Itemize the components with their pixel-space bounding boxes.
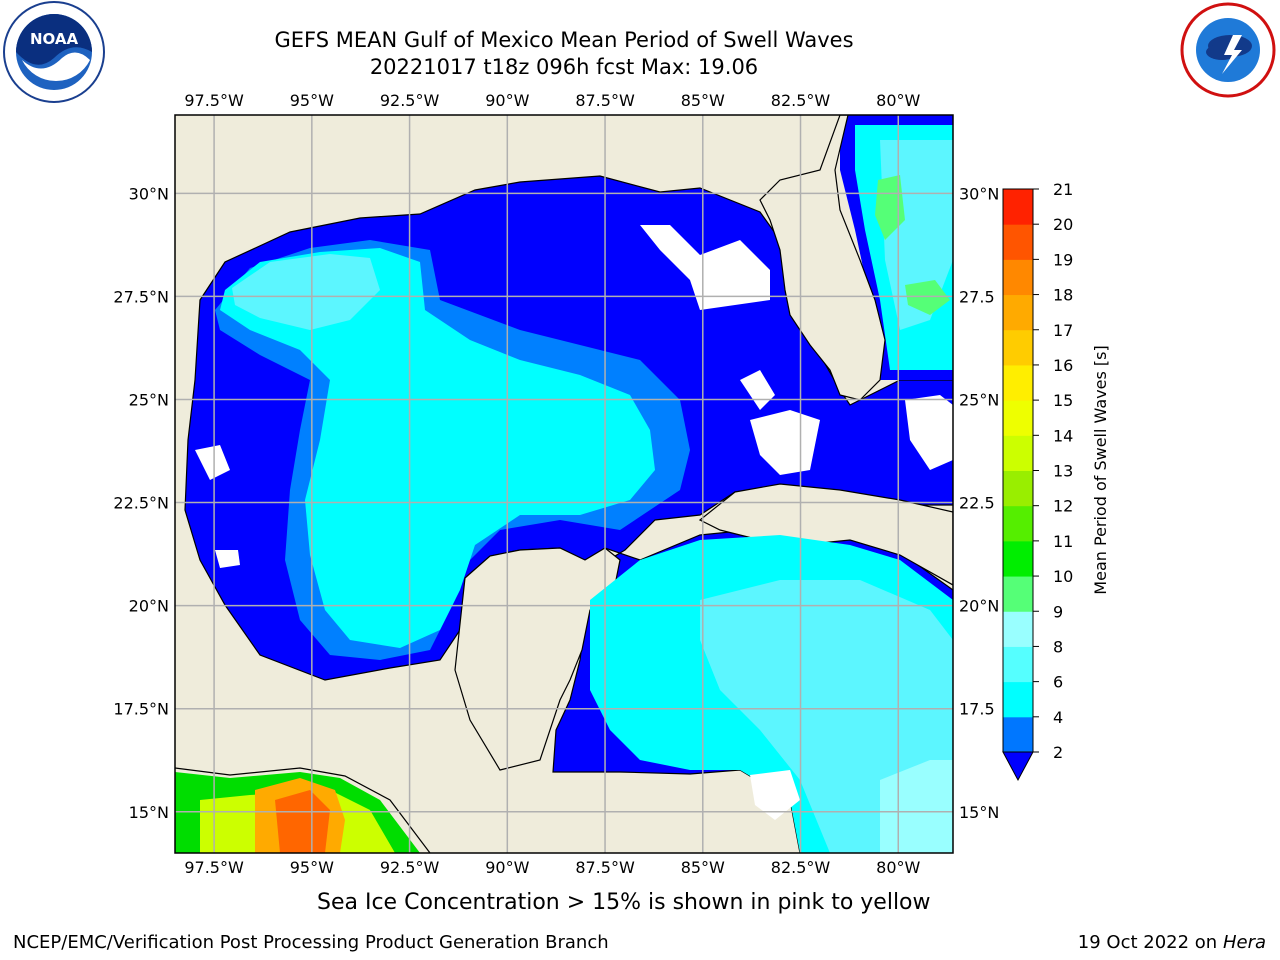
colorbar-tick-label: 11: [1053, 532, 1073, 551]
lon-tick-label-bottom: 90°W: [485, 858, 529, 877]
footer-date: 19 Oct 2022 on Hera: [1078, 932, 1266, 953]
colorbar-tick-label: 9: [1053, 602, 1063, 621]
colorbar-tick-label: 16: [1053, 356, 1073, 375]
colorbar-tick-label: 14: [1053, 426, 1073, 445]
colorbar-tick-label: 12: [1053, 497, 1073, 516]
colorbar-tick-label: 4: [1053, 708, 1063, 727]
noaa-logo: NOAA: [3, 1, 105, 103]
lat-tick-label-left: 30°N: [129, 184, 169, 203]
colorbar-segment: [1003, 400, 1033, 436]
lon-tick-label-top: 85°W: [681, 91, 725, 110]
lat-tick-label-left: 22.5°N: [113, 494, 169, 513]
colorbar-tick-label: 15: [1053, 391, 1073, 410]
lat-tick-label-left: 20°N: [129, 597, 169, 616]
colorbar-tick-label: 2: [1053, 743, 1063, 762]
lat-tick-label-left: 27.5°N: [113, 287, 169, 306]
nws-logo: [1180, 2, 1276, 98]
lat-tick-label-left: 25°N: [129, 390, 169, 409]
colorbar-segment: [1003, 435, 1033, 471]
gulf-water-core: [220, 248, 655, 648]
graticule: [175, 115, 953, 853]
lat-tick-label-right: 27.5: [959, 287, 995, 306]
colorbar-tick-label: 17: [1053, 321, 1073, 340]
missing-data-patch: [640, 225, 770, 310]
lon-tick-label-top: 95°W: [290, 91, 334, 110]
colorbar-tick-label: 20: [1053, 215, 1073, 234]
colorbar-segment: [1003, 470, 1033, 507]
colorbar-segment: [1003, 329, 1033, 366]
colorbar-segment: [1003, 681, 1033, 718]
colorbar-tick-label: 13: [1053, 462, 1073, 481]
lon-tick-label-top: 92.5°W: [380, 91, 440, 110]
colorbar-tick-label: 19: [1053, 250, 1073, 269]
colorbar-segment: [1003, 716, 1033, 753]
lat-tick-label-right: 22.5: [959, 494, 995, 513]
colorbar-tick-label: 10: [1053, 567, 1073, 586]
colorbar-segment: [1003, 611, 1033, 647]
colorbar-segment: [1003, 224, 1033, 260]
colorbar-segment: [1003, 646, 1033, 683]
map-area: [175, 115, 953, 853]
colorbar-extend-min: [1002, 751, 1034, 782]
footer-host: Hera: [1222, 932, 1266, 953]
lon-tick-label-bottom: 85°W: [681, 858, 725, 877]
pacific-water-red: [275, 790, 330, 853]
central-america-coast: [175, 767, 431, 853]
lat-tick-label-right: 25°N: [959, 390, 999, 409]
lon-tick-label-bottom: 95°W: [290, 858, 334, 877]
lon-tick-label-top: 80°W: [876, 91, 920, 110]
footer-credit: NCEP/EMC/Verification Post Processing Pr…: [13, 932, 609, 953]
colorbar-segment: [1003, 540, 1033, 577]
missing-data-patch: [750, 410, 820, 475]
lon-tick-label-bottom: 97.5°W: [184, 858, 244, 877]
colorbar-segment: [1003, 576, 1033, 612]
lon-tick-label-bottom: 87.5°W: [575, 858, 635, 877]
lon-tick-label-top: 87.5°W: [575, 91, 635, 110]
colorbar-segment: [1003, 505, 1033, 542]
colorbar: 2 4 6 8 9 10 11 12 13 14 15 16 17 18 19 20 21: [1002, 180, 1073, 782]
axis-tick-labels: 97.5°W 97.5°W 95°W 95°W 92.5°W 92.5°W 90°W 90°W…: [113, 91, 999, 877]
missing-data-patch: [905, 395, 953, 470]
colorbar-tick-label: 18: [1053, 286, 1073, 305]
florida-land: [759, 115, 886, 401]
colorbar-segment: [1003, 189, 1033, 225]
atlantic-water-green: [875, 175, 905, 240]
lat-tick-label-right: 20°N: [959, 597, 999, 616]
lat-tick-label-right: 30°N: [959, 184, 999, 203]
svg-text:NOAA: NOAA: [30, 30, 79, 48]
colorbar-label: Mean Period of Swell Waves [s]: [1091, 345, 1110, 594]
map-subtitle: 20221017 t18z 096h fcst Max: 19.06: [369, 55, 759, 79]
lon-tick-label-bottom: 80°W: [876, 858, 920, 877]
lon-tick-label-top: 97.5°W: [184, 91, 244, 110]
colorbar-tick-label: 8: [1053, 637, 1063, 656]
footer-date-text: 19 Oct 2022 on: [1077, 932, 1223, 953]
lat-tick-label-left: 15°N: [129, 803, 169, 822]
missing-data-patch: [215, 550, 240, 568]
colorbar-segment: [1003, 294, 1033, 331]
map-frame: [174, 114, 954, 854]
sea-ice-note: Sea Ice Concentration > 15% is shown in …: [317, 890, 931, 915]
lat-tick-label-right: 17.5: [959, 700, 995, 719]
atlantic-water-green2: [905, 280, 950, 315]
gulf-water-light: [232, 254, 380, 330]
lon-tick-label-bottom: 92.5°W: [380, 858, 440, 877]
lon-tick-label-bottom: 82.5°W: [771, 858, 831, 877]
lon-tick-label-top: 90°W: [485, 91, 529, 110]
lat-tick-label-right: 15°N: [959, 803, 999, 822]
lon-tick-label-top: 82.5°W: [771, 91, 831, 110]
lat-tick-label-left: 17.5°N: [113, 700, 169, 719]
map-title: GEFS MEAN Gulf of Mexico Mean Period of …: [274, 28, 854, 52]
missing-data-patch: [195, 445, 230, 480]
colorbar-tick-label: 21: [1053, 180, 1073, 199]
colorbar-segment: [1003, 259, 1033, 296]
missing-data-patch: [750, 770, 800, 820]
colorbar-segment: [1003, 364, 1033, 401]
colorbar-tick-label: 6: [1053, 673, 1063, 692]
